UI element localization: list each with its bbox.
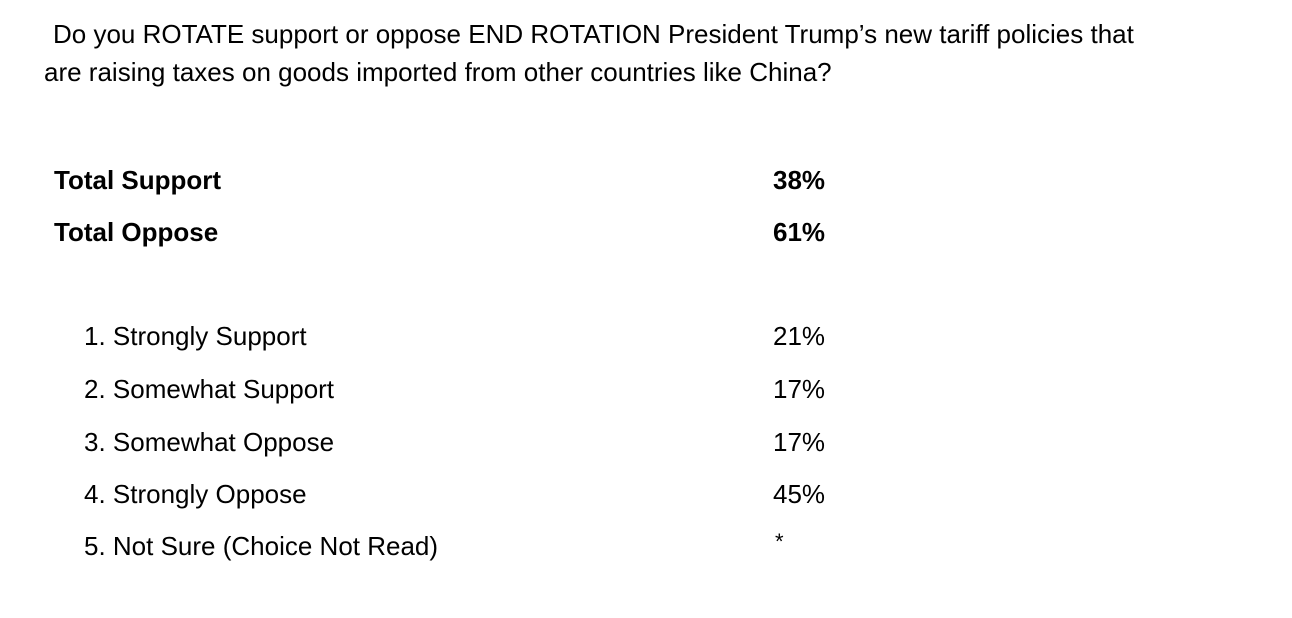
response-label: 1. Strongly Support xyxy=(84,321,307,351)
response-value: 21% xyxy=(773,321,826,351)
response-value: 17% xyxy=(773,427,826,457)
response-label: 2. Somewhat Support xyxy=(84,374,335,404)
total-support-row: Total Support 38% xyxy=(0,162,1292,198)
response-label: 4. Strongly Oppose xyxy=(84,479,307,509)
response-label: 5. Not Sure (Choice Not Read) xyxy=(84,531,439,561)
response-row-somewhat-support: 2. Somewhat Support 17% xyxy=(0,371,1292,407)
question-line-1: Do you ROTATE support or oppose END ROTA… xyxy=(53,19,1134,49)
total-oppose-value: 61% xyxy=(773,217,826,247)
response-row-not-sure: 5. Not Sure (Choice Not Read) * xyxy=(0,528,1292,564)
response-value: 17% xyxy=(773,374,826,404)
response-row-strongly-support: 1. Strongly Support 21% xyxy=(0,318,1292,354)
response-row-somewhat-oppose: 3. Somewhat Oppose 17% xyxy=(0,424,1292,460)
total-support-value: 38% xyxy=(773,165,826,195)
question-line-2: are raising taxes on goods imported from… xyxy=(44,57,832,87)
survey-question: Do you ROTATE support or oppose END ROTA… xyxy=(44,15,1244,91)
total-oppose-label: Total Oppose xyxy=(54,217,219,247)
total-oppose-row: Total Oppose 61% xyxy=(0,214,1292,250)
response-label: 3. Somewhat Oppose xyxy=(84,427,335,457)
response-value: 45% xyxy=(773,479,826,509)
response-row-strongly-oppose: 4. Strongly Oppose 45% xyxy=(0,476,1292,512)
total-support-label: Total Support xyxy=(54,165,222,195)
response-value: * xyxy=(775,529,784,554)
